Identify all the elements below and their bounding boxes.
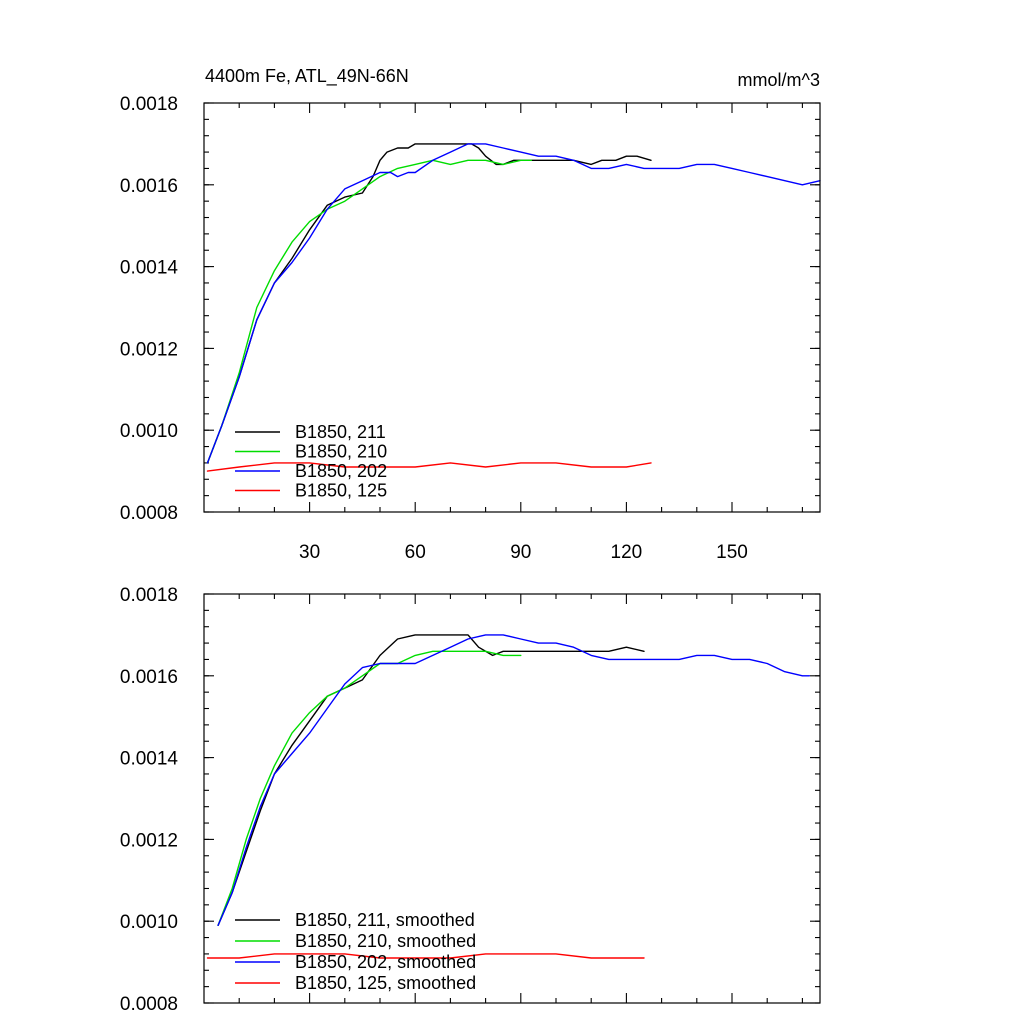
legend-label-3: B1850, 125 bbox=[295, 481, 387, 501]
legend-label-1: B1850, 210 bbox=[295, 442, 387, 462]
y-tick-label: 0.0010 bbox=[120, 912, 178, 933]
legend-label-2: B1850, 202, smoothed bbox=[295, 952, 476, 972]
series-line-3 bbox=[206, 953, 645, 959]
y-tick-label: 0.0014 bbox=[120, 258, 179, 279]
bottom-panel-series bbox=[206, 634, 811, 959]
x-tick-label: 120 bbox=[611, 542, 643, 563]
y-tick-label: 0.0018 bbox=[120, 585, 178, 606]
series-line-1 bbox=[206, 159, 533, 464]
series-line-1 bbox=[217, 650, 522, 926]
title-right: mmol/m^3 bbox=[738, 70, 820, 90]
top-panel-frame bbox=[203, 102, 821, 513]
y-tick-label: 0.0018 bbox=[120, 94, 178, 115]
bottom-panel-frame bbox=[203, 593, 821, 1004]
x-tick-label: 90 bbox=[510, 542, 531, 563]
legend-label-3: B1850, 125, smoothed bbox=[295, 973, 476, 993]
series-line-3 bbox=[206, 462, 652, 472]
title-left: 4400m Fe, ATL_49N-66N bbox=[205, 66, 409, 87]
y-tick-label: 0.0010 bbox=[120, 421, 178, 442]
legend-label-0: B1850, 211, smoothed bbox=[295, 910, 475, 930]
y-tick-label: 0.0008 bbox=[120, 994, 178, 1015]
x-tick-label: 150 bbox=[716, 542, 748, 563]
top-panel-series bbox=[206, 143, 821, 472]
bottom-panel-ticks: 0.0008 0.0010 0.0012 0.0014 0.0016 0.0018 bbox=[120, 585, 820, 1015]
y-tick-label: 0.0008 bbox=[120, 503, 178, 524]
y-tick-label: 0.0012 bbox=[120, 339, 178, 360]
series-line-0 bbox=[206, 143, 652, 464]
series-line-2 bbox=[206, 143, 821, 464]
x-tick-label: 30 bbox=[299, 542, 320, 563]
series-line-2 bbox=[217, 634, 811, 926]
top-panel-ticks: 0.0008 0.0010 0.0012 0.0014 0.0016 0.0018 30 60… bbox=[120, 94, 820, 563]
bottom-panel: 0.0008 0.0010 0.0012 0.0014 0.0016 0.0018 B18… bbox=[120, 585, 821, 1015]
y-tick-label: 0.0016 bbox=[120, 176, 178, 197]
x-tick-label: 60 bbox=[405, 542, 426, 563]
legend-label-0: B1850, 211 bbox=[295, 422, 386, 442]
y-tick-label: 0.0014 bbox=[120, 749, 179, 770]
top-panel: 4400m Fe, ATL_49N-66N mmol/m^3 0.00080.0… bbox=[120, 66, 821, 563]
y-tick-label: 0.0012 bbox=[120, 830, 178, 851]
series-line-0 bbox=[217, 634, 645, 926]
y-tick-label: 0.0016 bbox=[120, 667, 178, 688]
legend-label-2: B1850, 202 bbox=[295, 461, 387, 481]
legend-label-1: B1850, 210, smoothed bbox=[295, 931, 476, 951]
